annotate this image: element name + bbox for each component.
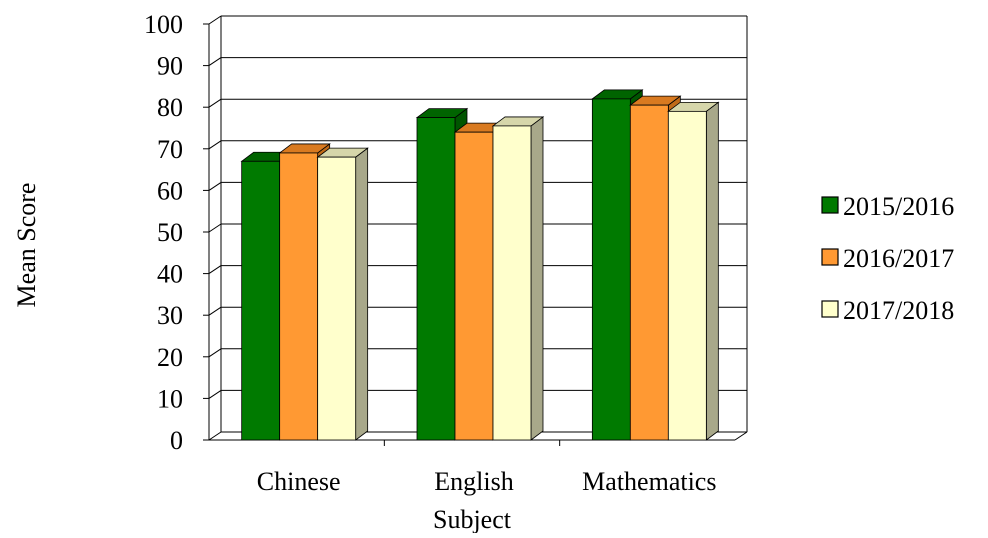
x-tick-label: Mathematics <box>582 467 716 496</box>
legend-item: 2017/2018 <box>821 296 954 325</box>
y-tick-label: 0 <box>170 426 183 455</box>
bar-side <box>355 147 369 441</box>
bar-front <box>279 152 319 441</box>
y-tick-label: 90 <box>157 52 183 81</box>
bar <box>667 101 720 441</box>
floor-right-edge <box>734 431 748 441</box>
y-tick-label: 50 <box>157 218 183 247</box>
bar-front <box>241 160 281 441</box>
gridline-side <box>208 181 222 191</box>
y-tick-label: 40 <box>157 260 183 289</box>
gridline-side <box>208 431 222 441</box>
gridline-side <box>208 140 222 150</box>
gridline-side <box>208 389 222 399</box>
legend-swatch <box>821 248 839 266</box>
gridline-side <box>208 15 222 25</box>
bar-front <box>492 125 532 441</box>
y-tick-label: 100 <box>144 10 183 39</box>
gridline-side <box>208 98 222 108</box>
y-tick-label: 80 <box>157 93 183 122</box>
bar <box>316 147 369 441</box>
bar-front <box>667 110 707 441</box>
legend-item: 2015/2016 <box>821 192 954 221</box>
x-tick-label: English <box>434 467 513 496</box>
bar-side <box>705 101 719 441</box>
legend-swatch <box>821 300 839 318</box>
x-axis-title: Subject <box>433 505 512 533</box>
y-axis-title: Mean Score <box>12 183 41 308</box>
gridline-side <box>208 265 222 275</box>
y-tick-label: 10 <box>157 384 183 413</box>
legend: 2015/2016 2016/2017 2017/2018 <box>821 192 954 325</box>
y-tick-label: 60 <box>157 176 183 205</box>
gridline-side <box>208 306 222 316</box>
bar <box>491 116 545 441</box>
bar <box>629 95 682 441</box>
y-tick-label: 70 <box>157 135 183 164</box>
bars <box>240 89 720 441</box>
y-tick-label: 30 <box>157 301 183 330</box>
bar-front <box>317 156 357 441</box>
gridline-side <box>208 57 222 67</box>
bar-front <box>629 104 669 441</box>
labels: Subject Mean Score <box>12 183 512 534</box>
legend-label: 2015/2016 <box>843 192 954 221</box>
gridline-side <box>208 348 222 358</box>
bar-front <box>416 117 456 441</box>
legend-item: 2016/2017 <box>821 244 954 273</box>
legend-label: 2016/2017 <box>843 244 954 273</box>
gridline-side <box>208 223 222 233</box>
legend-swatch <box>821 196 839 214</box>
bar-side <box>530 116 544 441</box>
x-tick-label: Chinese <box>257 467 341 496</box>
bar-front <box>454 131 494 441</box>
bar-front <box>591 98 631 441</box>
y-tick-label: 20 <box>157 343 183 372</box>
legend-label: 2017/2018 <box>843 296 954 325</box>
axes: 0 10 20 30 40 50 60 70 80 90 100 Chinese English Math… <box>144 10 748 496</box>
